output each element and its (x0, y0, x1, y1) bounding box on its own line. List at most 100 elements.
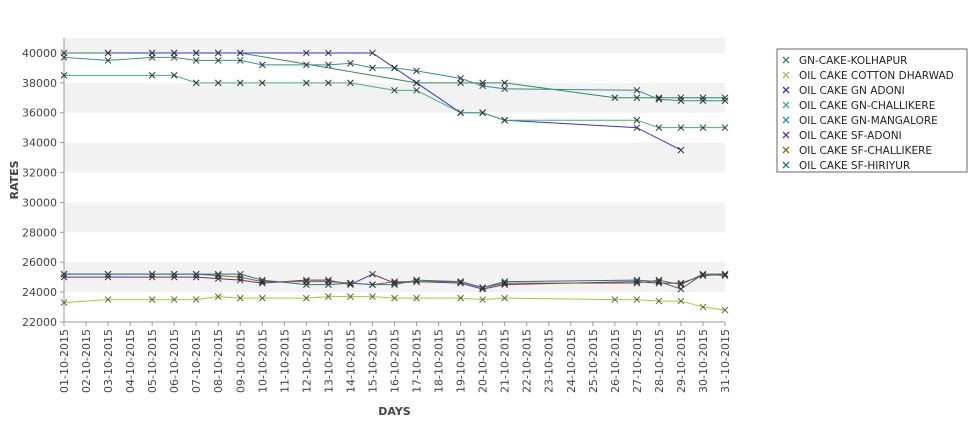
data-point (369, 270, 376, 278)
data-point (391, 281, 398, 288)
data-point (633, 86, 641, 94)
y-tick-label: 36000 (22, 107, 57, 120)
legend-label: OIL CAKE GN-MANGALORE (799, 115, 938, 127)
data-point (303, 79, 310, 87)
data-point (192, 49, 200, 57)
data-point (391, 86, 398, 94)
data-point (479, 109, 486, 117)
y-tick-label: 28000 (22, 226, 57, 239)
x-tick-label: 26-10-2015 (609, 329, 622, 393)
data-point (214, 293, 222, 300)
data-point (699, 124, 707, 132)
data-point (721, 94, 729, 102)
x-tick-label: 22-10-2015 (521, 329, 534, 393)
data-point (391, 278, 398, 285)
data-point (633, 116, 641, 124)
legend-marker (782, 161, 790, 169)
grid-band (64, 202, 725, 233)
data-point (192, 273, 200, 281)
data-point (303, 49, 310, 57)
x-tick-label: 13-10-2015 (322, 329, 335, 393)
data-point (303, 281, 310, 288)
data-point (60, 54, 68, 61)
x-tick-label: 21-10-2015 (499, 329, 512, 393)
data-point (479, 284, 486, 291)
data-point (347, 79, 354, 87)
data-point (413, 79, 420, 87)
data-point (258, 276, 266, 284)
data-point (457, 278, 464, 285)
data-point (677, 146, 685, 154)
x-tick-label: 31-10-2015 (719, 329, 732, 393)
series-group (60, 49, 729, 314)
x-tick-label: 29-10-2015 (675, 329, 688, 393)
data-point (677, 124, 685, 132)
data-point (501, 116, 509, 124)
data-point (655, 278, 663, 285)
x-tick-label: 07-10-2015 (190, 329, 203, 393)
data-point (148, 296, 156, 303)
data-point (413, 67, 420, 75)
legend-marker (782, 116, 790, 124)
data-point (611, 94, 619, 102)
data-point (721, 270, 729, 278)
data-point (677, 94, 685, 102)
data-point (214, 49, 222, 57)
x-tick-label: 18-10-2015 (433, 329, 446, 393)
data-point (148, 72, 156, 79)
data-point (104, 49, 112, 57)
data-point (170, 54, 178, 61)
data-point (258, 79, 266, 87)
data-point (699, 97, 707, 105)
data-point (104, 270, 112, 278)
x-tick-label: 24-10-2015 (565, 329, 578, 393)
data-point (214, 79, 222, 87)
data-point (236, 294, 244, 302)
data-point (413, 294, 420, 302)
x-tick-label: 14-10-2015 (344, 329, 357, 393)
data-point (170, 273, 178, 281)
x-tick-label: 17-10-2015 (411, 329, 424, 393)
data-point (236, 79, 244, 87)
data-point (633, 124, 641, 132)
data-point (347, 60, 354, 67)
legend-label: OIL CAKE COTTON DHARWAD (799, 70, 954, 82)
x-tick-label: 15-10-2015 (366, 329, 379, 393)
data-point (214, 272, 222, 280)
data-point (325, 278, 332, 285)
legend-marker (782, 86, 790, 94)
y-ticks: 22000 24000 26000 28000 30000 32000 34000 36000… (22, 47, 64, 329)
y-tick-label: 34000 (22, 137, 57, 150)
legend-marker (782, 146, 790, 154)
y-tick-label: 24000 (22, 286, 57, 299)
legend: GN-CAKE-KOLHAPUR OIL CAKE COTTON DHARWAD O… (776, 48, 968, 173)
series-line (64, 273, 725, 290)
data-point (633, 278, 641, 285)
data-point (721, 306, 729, 314)
data-point (60, 273, 68, 281)
legend-box (776, 48, 968, 173)
data-point (60, 72, 68, 79)
series-4 (60, 72, 729, 132)
data-point (192, 57, 200, 64)
y-tick-label: 22000 (22, 316, 57, 329)
data-point (192, 79, 200, 87)
y-axis-label: RATES (8, 160, 21, 199)
data-point (192, 296, 200, 303)
data-point (501, 85, 509, 93)
x-tick-label: 20-10-2015 (477, 329, 490, 393)
series-8 (60, 270, 729, 293)
data-point (104, 296, 112, 303)
data-point (501, 278, 509, 285)
legend-label: OIL CAKE GN-CHALLIKERE (799, 100, 935, 112)
data-point (655, 297, 663, 305)
x-tick-label: 09-10-2015 (234, 329, 247, 393)
data-point (303, 278, 310, 285)
data-point (192, 270, 200, 278)
data-point (391, 64, 398, 72)
data-point (677, 297, 685, 305)
data-point (677, 285, 685, 293)
legend-label: OIL CAKE GN ADONI (799, 85, 905, 97)
data-point (677, 97, 685, 105)
